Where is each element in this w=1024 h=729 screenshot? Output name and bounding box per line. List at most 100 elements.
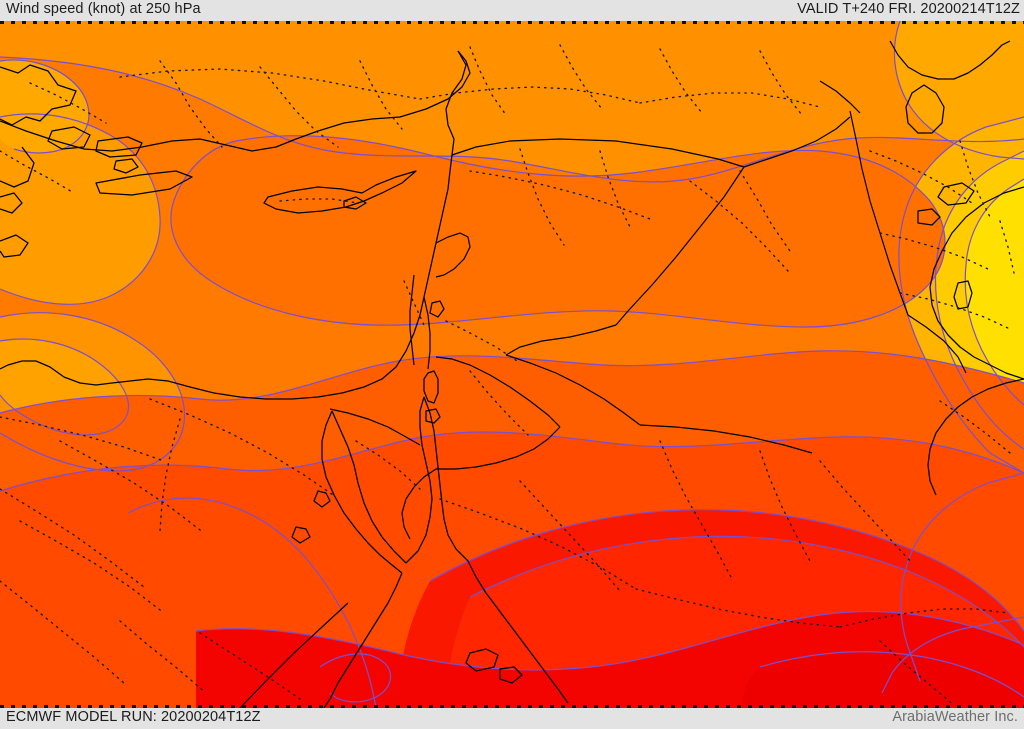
coastline-group: [0, 40, 1024, 708]
dotted-border-iran-provinces-4: [959, 140, 991, 218]
contour-line-east-strip: [881, 616, 1024, 694]
dotted-border-saudi-regions-3: [635, 588, 841, 628]
coastline-gulf-south: [927, 378, 1024, 496]
border-saudi-iraq-north: [639, 424, 813, 454]
dotted-border-turkey-provinces-10: [759, 50, 803, 116]
coastline-gulf-aqaba: [423, 396, 469, 562]
page-title: Wind speed (knot) at 250 hPa: [6, 1, 201, 17]
border-iraq-jordan-saudi: [505, 354, 641, 426]
border-israel-jordan: [423, 296, 431, 370]
coastline-turkey-hatay: [445, 50, 467, 156]
border-syria-jordan: [505, 324, 617, 356]
band-light-orange-north: [0, 21, 1024, 182]
dotted-border-saudi-regions-5: [759, 450, 811, 562]
border-israel-west: [409, 274, 415, 366]
dotted-border-turkey-provinces-9: [659, 48, 703, 114]
dotted-border-turkey-provinces-6: [469, 46, 507, 116]
map-top-tick-border: [0, 21, 1024, 24]
coastline-sinai-east: [405, 396, 433, 564]
coastline-crete: [95, 170, 193, 196]
band-orange-levant: [170, 135, 946, 327]
band-light-orange-west-lobe: [0, 113, 161, 305]
contour-line-deep-red-hook: [319, 653, 392, 703]
dotted-border-aegean-line: [29, 82, 107, 124]
dotted-border-group: [0, 44, 1015, 706]
contour-line-south-sweep: [0, 350, 1024, 414]
map-bottom-tick-border: [0, 705, 1024, 708]
dotted-border-saudi-regions-2: [519, 480, 621, 592]
border-lebanon-syria: [435, 232, 471, 278]
band-yellow-bright-east: [965, 179, 1024, 405]
dotted-border-iraq-provinces-2: [739, 170, 791, 252]
border-saudi-uae: [907, 314, 967, 374]
dotted-border-israel-internal: [403, 280, 425, 326]
border-syria-iraq: [615, 166, 745, 326]
contour-line-east-lower: [900, 472, 1024, 682]
contour-line-north: [0, 56, 1024, 183]
coastline-island-2: [95, 136, 143, 158]
border-jordan-east: [435, 356, 561, 428]
dotted-border-syria-governorates-2: [519, 148, 565, 246]
dotted-border-iraq-provinces-1: [689, 180, 789, 272]
footer-bar: ECMWF MODEL RUN: 20200204T12Z ArabiaWeat…: [0, 708, 1024, 729]
header-bar: Wind speed (knot) at 250 hPa VALID T+240…: [0, 0, 1024, 21]
map-canvas[interactable]: [0, 21, 1024, 708]
dotted-border-turkey-provinces-8: [639, 92, 821, 108]
political-border-group: [239, 80, 967, 708]
dotted-border-gulf-states: [939, 400, 1011, 454]
coastline-island-small-left2: [0, 234, 29, 258]
dotted-border-egypt-governorates-2: [59, 440, 205, 534]
sea-of-galilee: [429, 300, 445, 318]
dotted-border-libya-borders-1: [0, 416, 165, 462]
dotted-border-turkey-provinces-4: [359, 60, 403, 130]
dotted-border-egypt-governorates-3: [0, 488, 145, 588]
coastline-qatar: [953, 280, 973, 310]
model-run-label: ECMWF MODEL RUN: 20200204T12Z: [6, 709, 261, 725]
border-jordan-saudi: [436, 426, 561, 470]
coastline-island-1: [47, 126, 91, 150]
dotted-border-cyprus-line: [279, 198, 359, 204]
coastline-caspian-lobe: [905, 84, 945, 134]
dotted-border-jordan-internal-2: [469, 370, 529, 436]
contour-line-jordan-pocket: [127, 497, 377, 708]
coastline-cyprus: [263, 170, 417, 214]
contour-line-northwest-small: [0, 59, 90, 154]
coastline-red-sea-west-detail2: [291, 526, 311, 544]
coastline-island-3: [113, 158, 139, 174]
dead-sea-south: [425, 408, 441, 424]
contour-line-deep-red: [195, 610, 1024, 671]
border-egypt-israel: [329, 408, 421, 446]
contour-line-far-southeast: [759, 651, 1024, 698]
border-turkey-iraq-syria: [743, 116, 851, 168]
contour-line-levant-core: [170, 135, 946, 328]
coastline-gulf-island: [937, 182, 975, 206]
coastline-greek-peninsula: [0, 146, 35, 188]
dotted-border-north-africa-2: [119, 620, 207, 694]
coastline-levant: [111, 154, 453, 400]
contour-line-east-yellow-inner: [934, 150, 1024, 450]
coastline-gulf-island2: [917, 208, 941, 226]
dotted-border-saudi-regions-7: [839, 608, 1009, 628]
coastline-turkey-south: [0, 50, 471, 152]
dotted-border-turkey-provinces-5: [419, 86, 641, 104]
coastline-red-sea-east: [467, 560, 569, 704]
dotted-border-north-africa-1: [199, 632, 301, 700]
coastline-island-small-left: [0, 192, 23, 214]
dotted-border-libya-borders-3: [0, 580, 125, 684]
dotted-border-libya-borders-2: [19, 520, 165, 614]
dotted-border-egypt-governorates-4: [159, 418, 181, 532]
forecast-valid-label: VALID T+240 FRI. 20200214T12Z: [797, 1, 1020, 17]
border-syria-turkey: [451, 138, 745, 168]
contour-line-southwest-lobe: [0, 312, 186, 472]
coastline-egypt-north: [0, 360, 113, 386]
dotted-border-turkey-provinces-7: [559, 44, 603, 110]
contour-line-arabia-red-inner: [469, 535, 1024, 648]
border-jordan-south: [401, 468, 437, 540]
border-iran-iraq: [849, 110, 909, 316]
coastline-red-sea-west: [323, 572, 403, 708]
coastline-red-sea-west-detail: [313, 490, 331, 508]
border-egypt-sudan: [239, 602, 349, 708]
dotted-border-greece-line: [0, 150, 75, 194]
contour-line-southwest-inner: [0, 338, 130, 436]
